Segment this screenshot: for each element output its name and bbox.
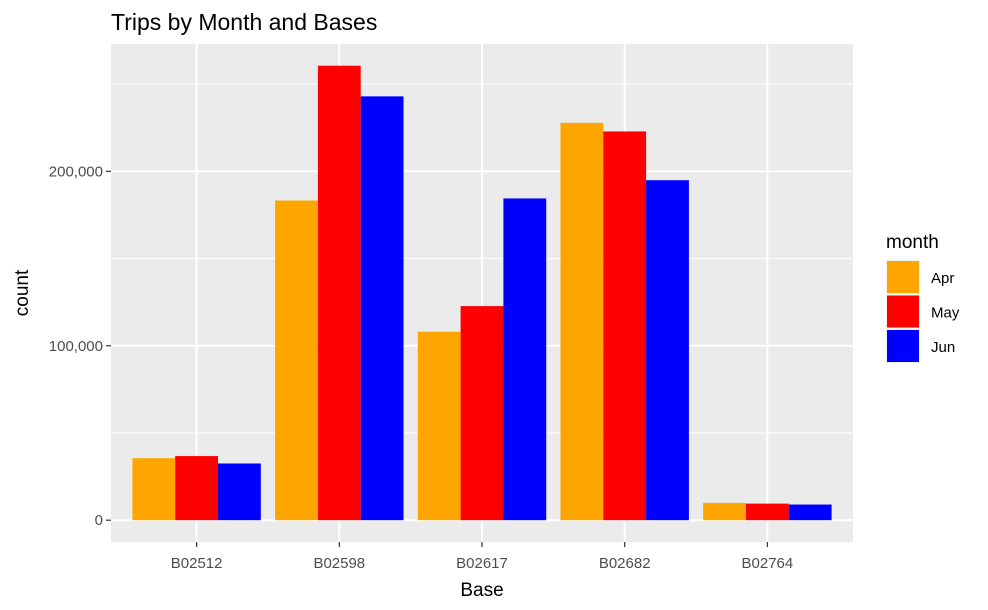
bar-apr-b02512 [132,458,176,521]
legend-label-may: May [931,305,960,322]
y-axis: 0 100,000 200,000 [49,163,111,529]
legend-swatch-jun [887,330,919,362]
bar-jun-b02764 [788,504,832,521]
legend-swatch-may [887,295,919,328]
legend-title: month [886,232,939,253]
legend-label-apr: Apr [931,270,954,287]
x-tick-label: B02512 [171,555,223,572]
y-axis-title: count [12,269,33,316]
legend: month Apr May Jun [886,232,960,363]
bar-apr-b02617 [417,331,461,521]
bar-jun-b02512 [218,463,261,521]
y-tick-label: 0 [95,512,103,529]
bar-may-b02682 [603,131,647,521]
x-tick-label: B02598 [313,555,365,572]
bar-may-b02617 [460,306,504,521]
bar-apr-b02764 [703,502,746,521]
bar-may-b02598 [317,65,361,521]
bar-jun-b02598 [360,96,404,521]
x-axis: B02512 B02598 B02617 B02682 B02764 [171,542,793,572]
x-tick-label: B02764 [742,555,794,572]
bar-may-b02512 [175,456,219,521]
y-tick-label: 200,000 [49,163,103,180]
bar-may-b02764 [745,503,789,521]
x-tick-label: B02682 [599,555,651,572]
legend-label-jun: Jun [931,339,955,356]
bars [132,65,832,521]
chart-title: Trips by Month and Bases [111,9,377,35]
x-axis-title: Base [460,580,503,601]
bar-jun-b02617 [503,198,547,521]
bar-apr-b02598 [275,200,318,521]
legend-swatch-apr [887,261,919,293]
y-tick-label: 100,000 [49,338,103,355]
x-tick-label: B02617 [456,555,508,572]
bar-jun-b02682 [646,180,689,521]
bar-apr-b02682 [560,122,604,521]
